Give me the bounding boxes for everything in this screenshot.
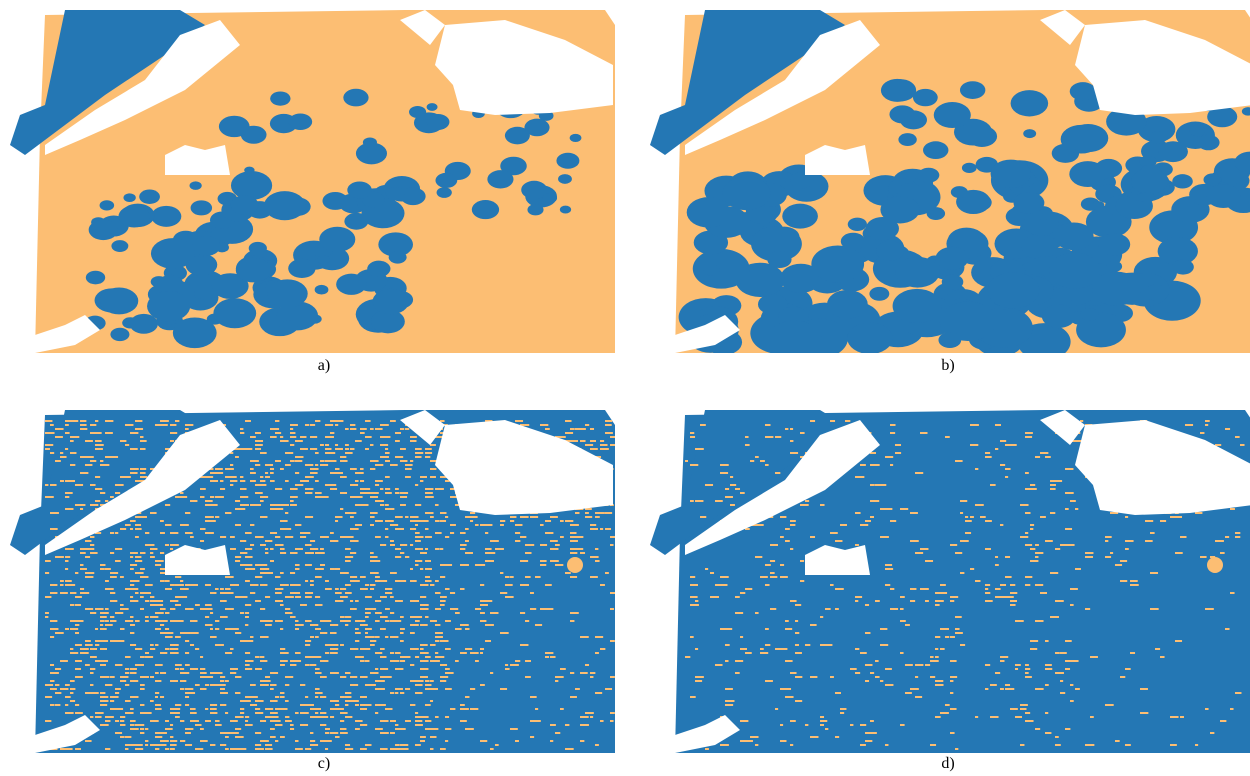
panel-c bbox=[5, 405, 615, 753]
map-a bbox=[10, 10, 615, 353]
water-body bbox=[1075, 420, 1250, 515]
orange-spot bbox=[1207, 557, 1223, 573]
water-body bbox=[685, 20, 880, 155]
water-body bbox=[45, 420, 240, 555]
water-body bbox=[1040, 10, 1085, 45]
water-body bbox=[435, 420, 613, 515]
water-body bbox=[435, 20, 613, 115]
panel-a bbox=[5, 5, 615, 353]
water-body bbox=[35, 315, 100, 353]
water-body bbox=[805, 545, 870, 575]
map-c bbox=[10, 410, 615, 753]
water-body bbox=[45, 20, 240, 155]
water-body bbox=[675, 315, 740, 353]
water-body bbox=[165, 145, 230, 175]
caption-c: c) bbox=[317, 755, 331, 772]
northwest-region bbox=[650, 10, 845, 155]
caption-b: b) bbox=[941, 357, 955, 374]
map-b bbox=[650, 10, 1250, 353]
northwest-region bbox=[10, 10, 205, 155]
northwest-region bbox=[10, 410, 205, 555]
northwest-region bbox=[650, 410, 845, 555]
panel-d bbox=[645, 405, 1250, 753]
water-body bbox=[1075, 20, 1250, 115]
water-body bbox=[35, 715, 100, 753]
water-body bbox=[805, 145, 870, 175]
orange-spot bbox=[567, 557, 583, 573]
map-d bbox=[650, 410, 1250, 753]
water-body bbox=[675, 715, 740, 753]
caption-a: a) bbox=[317, 357, 331, 374]
water-body bbox=[400, 410, 445, 445]
blob-cluster bbox=[678, 76, 1250, 353]
caption-d: d) bbox=[941, 755, 955, 772]
water-body bbox=[685, 420, 880, 555]
water-body bbox=[165, 545, 230, 575]
panel-b bbox=[645, 5, 1250, 353]
water-body bbox=[400, 10, 445, 45]
water-body bbox=[1040, 410, 1085, 445]
